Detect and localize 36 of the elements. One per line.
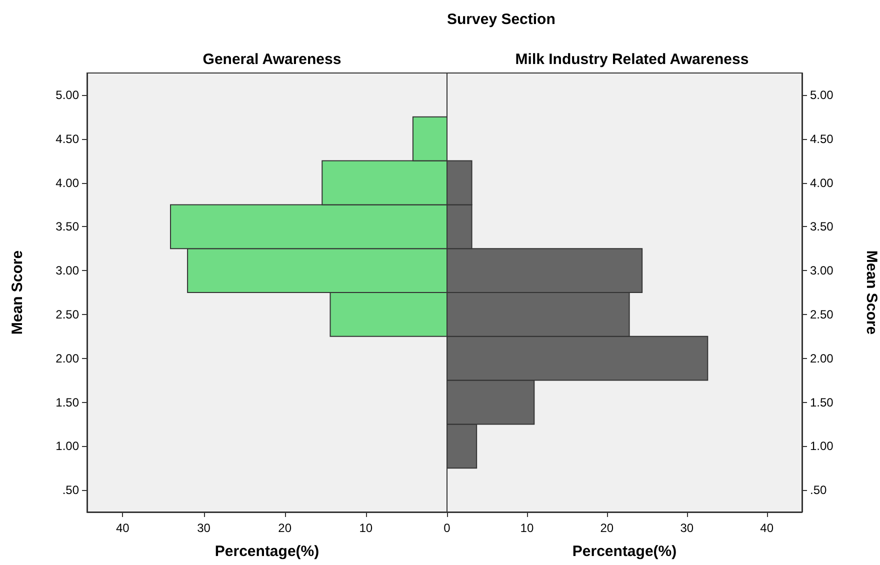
y-tick-label: 2.50 [810, 307, 834, 322]
y-tick-label: 1.50 [810, 395, 834, 410]
y-tick-label: .50 [62, 483, 80, 498]
y-tick-label: 4.50 [810, 132, 834, 146]
y-tick-label: 3.50 [810, 220, 834, 234]
y-tick-label: 2.50 [56, 307, 80, 322]
x-tick-label: 10 [359, 521, 373, 535]
y-tick-label: 3.50 [56, 220, 80, 234]
y-tick-label: 1.00 [810, 439, 834, 454]
x-tick-label: 40 [760, 521, 774, 535]
x-tick-label: 30 [680, 521, 694, 535]
y-tick-label: 2.00 [56, 351, 80, 366]
x-tick-label: 20 [600, 521, 614, 535]
chart-title: General Awareness [202, 51, 342, 68]
y-tick-label: 1.00 [56, 439, 80, 454]
y-tick-label: 1.50 [56, 395, 80, 410]
y-tick-label: 4.50 [56, 132, 80, 146]
y-tick-label: 3.00 [810, 264, 834, 278]
y-tick-label: 2.00 [810, 351, 834, 366]
x-tick-label: 20 [278, 521, 292, 535]
x-axis-title: Percentage(%) [214, 543, 320, 560]
y-tick-label: 5.00 [810, 88, 834, 102]
y-tick-label: 4.00 [56, 176, 80, 190]
y-tick-label: 5.00 [56, 88, 80, 102]
x-axis-title: Percentage(%) [572, 543, 677, 560]
text: Survey Section [446, 11, 556, 28]
y-axis-title: Mean Score [9, 250, 26, 335]
y-tick-label: 4.00 [810, 176, 834, 190]
y-axis-title: Mean Score [863, 250, 880, 335]
y-tick-label: 3.00 [56, 264, 80, 278]
y-tick-label: .50 [810, 483, 828, 498]
x-tick-label: 10 [520, 521, 534, 535]
chart-title: Milk Industry Related Awareness [515, 51, 749, 68]
x-tick-label: 40 [116, 521, 130, 535]
x-tick-label: 0 [444, 521, 451, 535]
x-tick-label: 30 [197, 521, 211, 535]
